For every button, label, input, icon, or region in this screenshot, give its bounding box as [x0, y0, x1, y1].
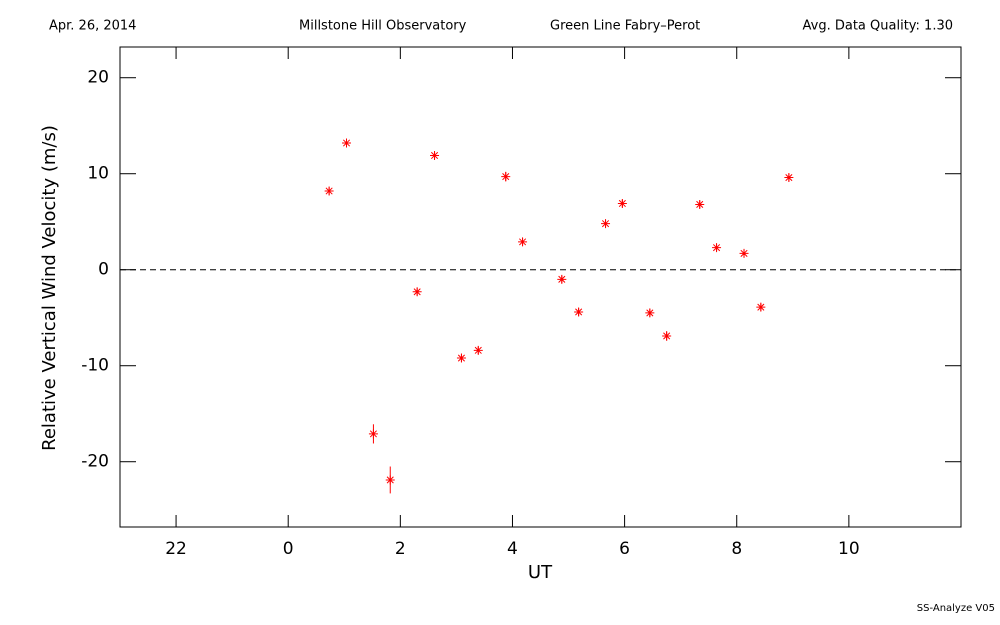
- data-point: [412, 287, 422, 297]
- header-observatory: Millstone Hill Observatory: [299, 19, 467, 34]
- header-quality: Avg. Data Quality: 1.30: [803, 19, 953, 34]
- x-axis-label: UT: [528, 562, 553, 583]
- y-tick-label: -10: [81, 356, 109, 376]
- data-point: [756, 302, 766, 312]
- data-point: [473, 345, 483, 355]
- footer: SS-Analyze V05: [917, 603, 995, 614]
- data-point: [662, 331, 672, 341]
- x-tick-label: 6: [619, 539, 630, 559]
- data-point: [557, 274, 567, 284]
- data-point: [501, 172, 511, 182]
- x-tick-label: 4: [507, 539, 518, 559]
- data-point: [645, 308, 655, 318]
- header-date: Apr. 26, 2014: [49, 19, 136, 34]
- data-point: [574, 307, 584, 317]
- data-point: [430, 150, 440, 160]
- x-tick-label: 22: [165, 539, 187, 559]
- data-point: [695, 199, 705, 209]
- data-point: [456, 353, 466, 363]
- data-point: [617, 198, 627, 208]
- data-point: [518, 237, 528, 247]
- y-tick-label: 0: [98, 260, 109, 280]
- plot-frame: [119, 46, 962, 528]
- data-point: [712, 243, 722, 253]
- data-point: [739, 248, 749, 258]
- header-instrument: Green Line Fabry–Perot: [550, 19, 700, 34]
- data-point: [601, 219, 611, 229]
- y-axis-label: Relative Vertical Wind Velocity (m/s): [39, 125, 60, 451]
- y-tick-label: -20: [81, 452, 109, 472]
- x-tick-label: 0: [283, 539, 294, 559]
- data-point: [385, 475, 395, 485]
- x-tick-label: 8: [731, 539, 742, 559]
- x-tick-label: 2: [395, 539, 406, 559]
- data-point: [324, 186, 334, 196]
- data-point: [368, 429, 378, 439]
- y-tick-label: 20: [87, 68, 109, 88]
- x-tick-label: 10: [838, 539, 860, 559]
- data-point: [342, 138, 352, 148]
- data-point: [784, 173, 794, 183]
- y-tick-label: 10: [87, 164, 109, 184]
